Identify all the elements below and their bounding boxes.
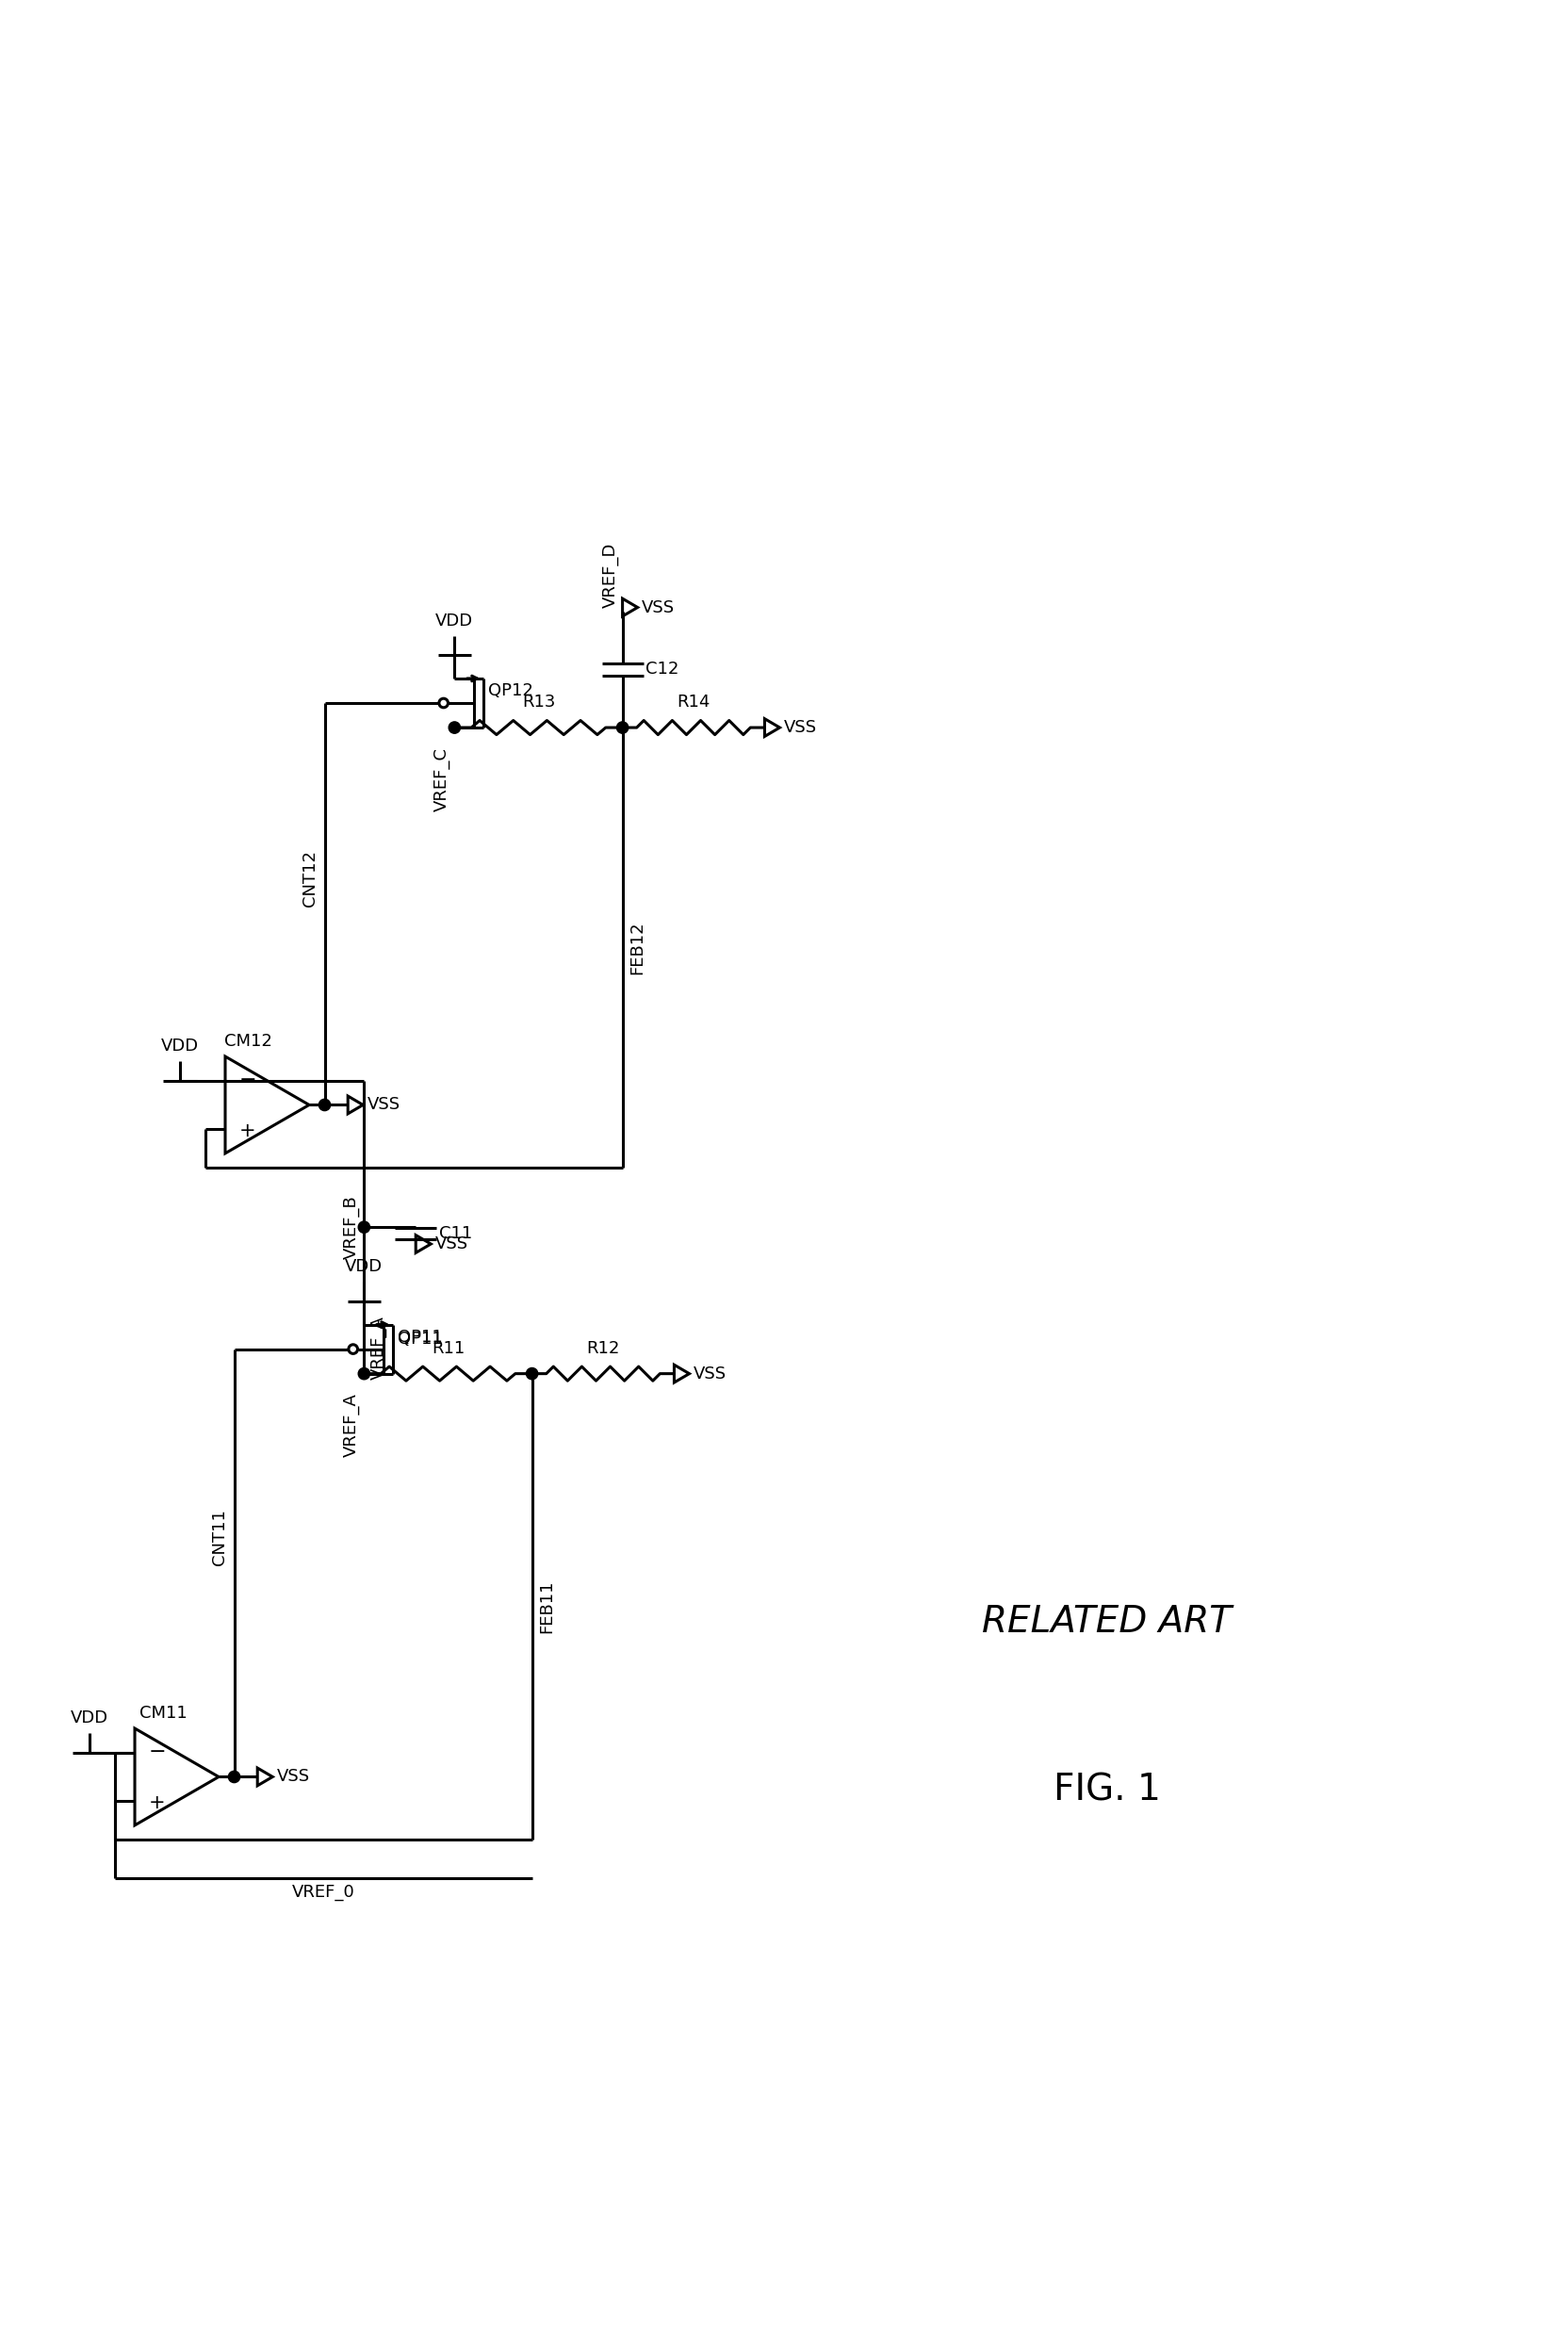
Text: VREF_D: VREF_D xyxy=(602,543,619,608)
Text: QP12: QP12 xyxy=(488,683,533,699)
Circle shape xyxy=(527,1368,538,1380)
Text: R13: R13 xyxy=(522,695,555,711)
Text: −: − xyxy=(149,1743,166,1761)
Text: CM12: CM12 xyxy=(224,1034,271,1050)
Text: QP11: QP11 xyxy=(398,1331,442,1347)
Text: CM11: CM11 xyxy=(140,1705,188,1722)
Text: VDD: VDD xyxy=(436,613,474,629)
Text: VREF_C: VREF_C xyxy=(434,746,450,812)
Text: VSS: VSS xyxy=(641,599,674,615)
Circle shape xyxy=(229,1771,240,1782)
Text: C11: C11 xyxy=(439,1226,472,1242)
Text: VREF_A: VREF_A xyxy=(370,1317,387,1380)
Text: −: − xyxy=(240,1071,257,1090)
Text: VSS: VSS xyxy=(278,1768,310,1785)
Circle shape xyxy=(358,1221,370,1233)
Text: +: + xyxy=(149,1794,166,1813)
Text: C12: C12 xyxy=(646,662,679,678)
Text: CNT11: CNT11 xyxy=(210,1509,227,1565)
Text: R11: R11 xyxy=(431,1340,464,1357)
Text: VREF_A: VREF_A xyxy=(343,1394,361,1457)
Circle shape xyxy=(448,723,461,734)
Circle shape xyxy=(318,1099,331,1111)
Text: VSS: VSS xyxy=(436,1235,469,1251)
Text: VDD: VDD xyxy=(162,1039,199,1055)
Text: VDD: VDD xyxy=(345,1258,383,1275)
Text: FIG. 1: FIG. 1 xyxy=(1054,1773,1160,1808)
Text: VSS: VSS xyxy=(693,1366,726,1382)
Text: QP11: QP11 xyxy=(398,1329,442,1345)
Text: CNT12: CNT12 xyxy=(301,849,318,908)
Text: +: + xyxy=(240,1120,256,1139)
Circle shape xyxy=(616,723,629,734)
Text: VSS: VSS xyxy=(367,1097,400,1113)
Text: FEB12: FEB12 xyxy=(629,922,646,975)
Text: FEB11: FEB11 xyxy=(538,1581,555,1633)
Text: R12: R12 xyxy=(586,1340,619,1357)
Text: VREF_0: VREF_0 xyxy=(292,1883,356,1902)
Text: VSS: VSS xyxy=(784,718,817,737)
Text: RELATED ART: RELATED ART xyxy=(982,1605,1232,1640)
Circle shape xyxy=(358,1368,370,1380)
Text: VDD: VDD xyxy=(71,1710,108,1726)
Text: R14: R14 xyxy=(677,695,710,711)
Text: VREF_B: VREF_B xyxy=(343,1195,361,1258)
